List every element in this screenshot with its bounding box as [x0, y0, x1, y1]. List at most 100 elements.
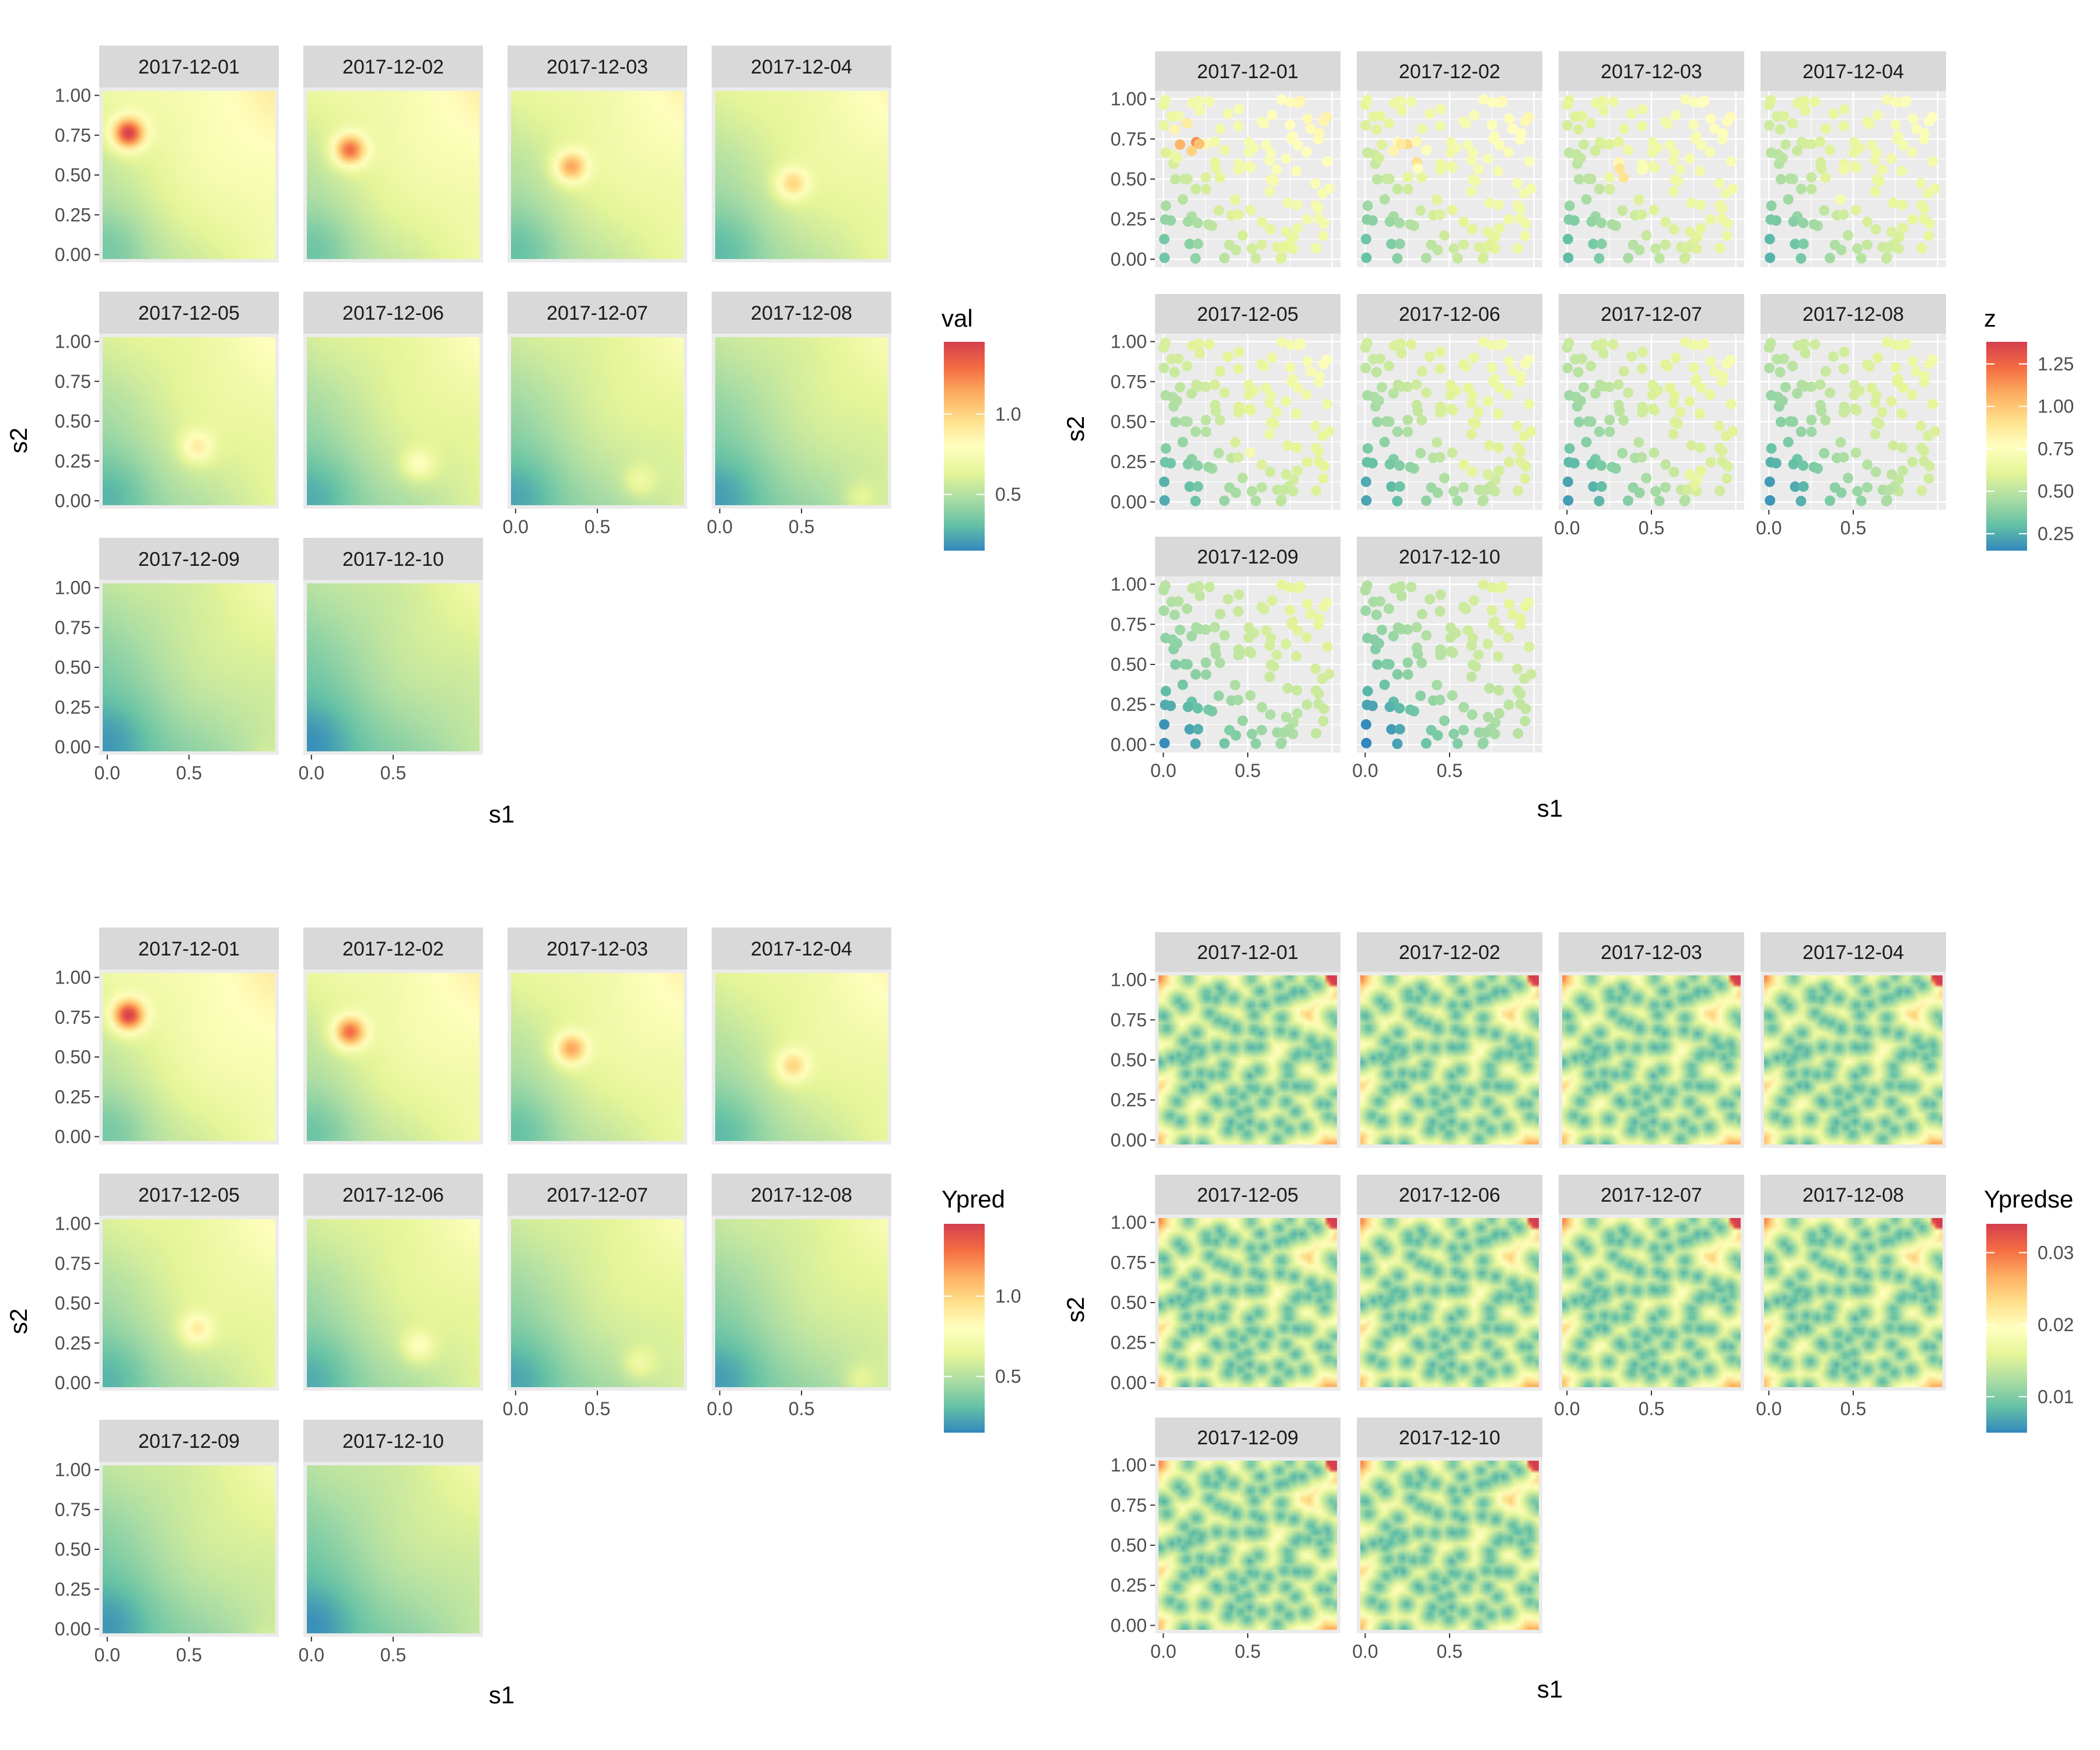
- scatter-point: [1395, 624, 1406, 635]
- scatter-point: [1305, 366, 1316, 377]
- scatter-point: [1466, 671, 1477, 682]
- x-tick-label: 0.0: [707, 1398, 733, 1419]
- scatter-point: [1520, 473, 1531, 484]
- scatter-point: [1581, 436, 1592, 447]
- scatter-point: [1820, 172, 1831, 183]
- scatter-point: [1819, 447, 1830, 459]
- facet-panel: 2017-12-03: [508, 46, 687, 262]
- scatter-point: [1384, 659, 1395, 670]
- scatter-point: [1192, 724, 1203, 735]
- y-tick-label: 1.00: [1111, 970, 1147, 991]
- scatter-point: [1870, 467, 1881, 478]
- y-tick-label: 1.00: [55, 1460, 91, 1480]
- scatter-point: [1562, 362, 1573, 373]
- scatter-point: [1482, 469, 1493, 480]
- scatter-point: [1493, 200, 1504, 211]
- facet-panel: 2017-12-04: [712, 928, 891, 1144]
- facet-strip: [99, 292, 279, 334]
- scatter-point: [1717, 446, 1728, 457]
- x-axis-title: s1: [1537, 794, 1563, 822]
- scatter-point: [1482, 639, 1493, 650]
- scatter-point: [1478, 579, 1489, 590]
- scatter-point: [1466, 224, 1478, 235]
- scatter-point: [1158, 719, 1170, 730]
- scatter-point: [1695, 442, 1706, 453]
- scatter-point: [1200, 415, 1212, 426]
- scatter-point: [1388, 388, 1399, 399]
- scatter-point: [1322, 641, 1333, 652]
- scatter-point: [1174, 139, 1185, 150]
- scatter-point: [1388, 631, 1399, 642]
- scatter-point: [1421, 387, 1432, 398]
- scatter-point: [1362, 443, 1373, 454]
- facet-panel: 2017-12-03: [1559, 51, 1744, 267]
- scatter-point: [1852, 243, 1863, 254]
- scatter-point: [1670, 352, 1681, 363]
- x-tick-label: 0.5: [176, 1644, 202, 1665]
- facet-strip: [1559, 51, 1744, 91]
- facet-panel: 2017-12-08 0.0 0.5: [1756, 294, 1946, 538]
- facet-label: 2017-12-03: [547, 938, 648, 960]
- scatter-point: [1726, 156, 1737, 167]
- scatter-point: [1923, 116, 1934, 127]
- heatmap-tiles: [103, 973, 275, 1141]
- scatter-point: [1585, 360, 1596, 372]
- x-tick-label: 0.5: [1639, 517, 1664, 538]
- scatter-point: [1301, 214, 1312, 225]
- facet-panel: 2017-12-05 0.00 0.25 0.50 0.75 1.00: [55, 292, 279, 512]
- scatter-point: [1234, 648, 1245, 659]
- scatter-point: [1870, 186, 1881, 197]
- scatter-point: [1264, 186, 1275, 197]
- legend-title: Ypredse: [1984, 1185, 2073, 1213]
- scatter-point: [1714, 421, 1725, 432]
- scatter-point: [1493, 223, 1504, 234]
- scatter-point: [1445, 379, 1456, 390]
- scatter-point: [1680, 337, 1691, 348]
- scatter-point: [1446, 646, 1457, 657]
- scatter-point: [1487, 97, 1498, 108]
- facet-label: 2017-12-03: [1601, 61, 1702, 83]
- scatter-point: [1190, 253, 1201, 264]
- heatmap-tiles: [307, 583, 480, 751]
- scatter-point: [1899, 340, 1910, 351]
- scatter-point: [1717, 128, 1728, 139]
- facet-strip: [1760, 932, 1946, 972]
- facet-label: 2017-12-04: [1803, 61, 1904, 83]
- scatter-point: [1160, 632, 1171, 643]
- scatter-point: [1432, 194, 1443, 205]
- scatter-point: [1362, 390, 1373, 401]
- scatter-point: [1836, 244, 1847, 256]
- scatter-point: [1525, 668, 1536, 680]
- scatter-point: [1908, 113, 1919, 124]
- scatter-point: [1165, 215, 1176, 226]
- scatter-point: [1783, 194, 1794, 205]
- scatter-point: [1233, 589, 1244, 600]
- scatter-point: [1214, 657, 1226, 668]
- scatter-point: [1487, 582, 1498, 593]
- scatter-point: [1594, 184, 1605, 195]
- scatter-point: [1765, 337, 1776, 348]
- scatter-point: [1452, 738, 1463, 749]
- scatter-point: [1406, 96, 1417, 107]
- y-tick-label: 0.50: [55, 164, 91, 186]
- legend-title: val: [942, 304, 973, 332]
- scatter-point: [1247, 243, 1258, 254]
- scatter-point: [1849, 379, 1860, 390]
- scatter-point: [1766, 200, 1777, 211]
- scatter-point: [1636, 363, 1647, 374]
- colorbar-label: 0.50: [2038, 481, 2074, 502]
- scatter-point: [1435, 104, 1446, 115]
- scatter-point: [1668, 397, 1679, 408]
- scatter-point: [1394, 703, 1405, 714]
- scatter-point: [1230, 487, 1241, 498]
- scatter-point: [1520, 601, 1531, 612]
- scatter-point: [1839, 163, 1850, 174]
- scatter-point: [1415, 690, 1426, 701]
- scatter-point: [1466, 640, 1477, 651]
- scatter-point: [1159, 495, 1170, 506]
- y-tick-label: 0.50: [1111, 654, 1147, 675]
- scatter-point: [1439, 473, 1450, 484]
- scatter-point: [1280, 712, 1292, 723]
- scatter-point: [1280, 469, 1292, 480]
- scatter-point: [1256, 459, 1268, 470]
